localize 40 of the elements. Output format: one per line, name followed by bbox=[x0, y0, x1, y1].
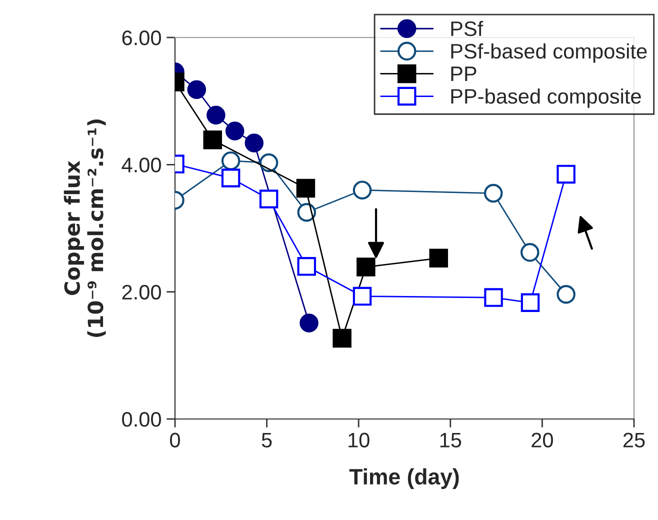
point bbox=[221, 151, 240, 170]
point bbox=[221, 168, 240, 188]
point bbox=[259, 190, 278, 208]
point bbox=[206, 106, 226, 124]
point bbox=[300, 314, 318, 332]
point bbox=[297, 257, 316, 276]
point bbox=[225, 122, 244, 140]
x-tick-label: 25 bbox=[623, 432, 645, 448]
point bbox=[352, 180, 372, 200]
point bbox=[259, 153, 278, 172]
point bbox=[332, 328, 352, 348]
x-tick-label: 15 bbox=[440, 432, 462, 448]
legend-label: PSf-based composite bbox=[451, 43, 647, 63]
legend-label: PP-based composite bbox=[451, 88, 641, 108]
point bbox=[556, 285, 576, 304]
point bbox=[297, 202, 316, 222]
y-axis-title: Copper flux (10⁻⁹ mol.cm⁻².s⁻¹) bbox=[64, 119, 106, 338]
point bbox=[244, 134, 264, 152]
point bbox=[203, 130, 222, 150]
x-tick-label: 10 bbox=[348, 432, 370, 448]
x-tick-label: 5 bbox=[262, 432, 272, 448]
y-tick-label: 4.00 bbox=[122, 158, 161, 172]
point bbox=[187, 80, 206, 100]
point bbox=[352, 286, 372, 306]
y-tick-label: 0.00 bbox=[122, 412, 161, 427]
legend-label: PP bbox=[451, 66, 476, 82]
point bbox=[356, 258, 376, 276]
x-tick-label: 20 bbox=[532, 432, 553, 448]
point bbox=[520, 293, 540, 312]
y-tick-label: 6.00 bbox=[122, 30, 161, 46]
x-tick-label: 0 bbox=[170, 432, 180, 448]
point bbox=[484, 288, 503, 307]
legend-label: PSf bbox=[451, 20, 484, 36]
point bbox=[429, 248, 448, 268]
point bbox=[520, 243, 540, 262]
point bbox=[556, 164, 576, 184]
point bbox=[484, 184, 503, 203]
point bbox=[296, 178, 316, 198]
x-axis-title: Time (day) bbox=[349, 468, 459, 489]
y-tick-label: 2.00 bbox=[122, 284, 161, 300]
